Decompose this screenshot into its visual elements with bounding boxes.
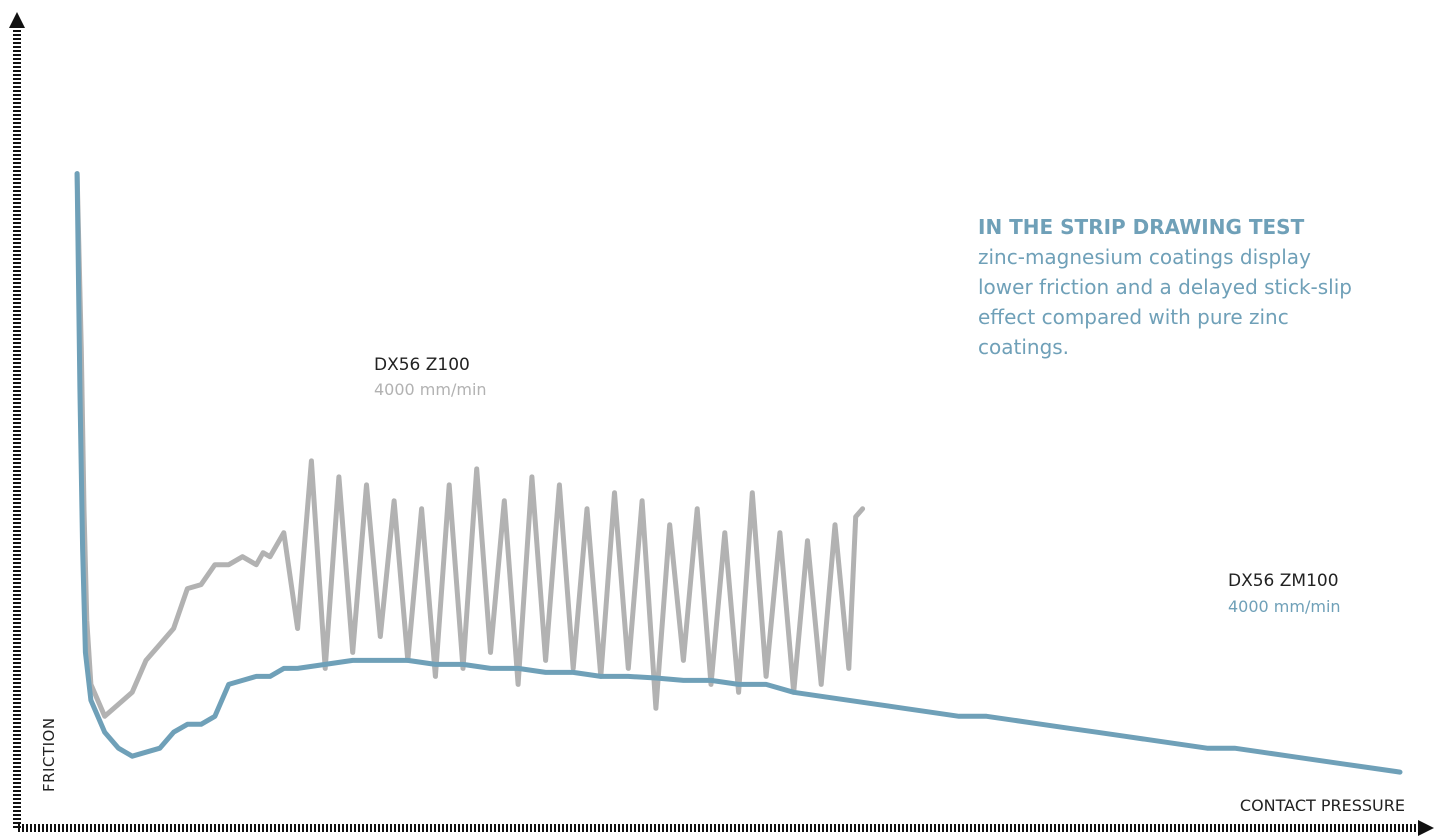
y-axis-label: FRICTION [40, 717, 58, 792]
series-speed-z100: 4000 mm/min [374, 380, 487, 399]
annotation: IN THE STRIP DRAWING TEST zinc-magnesium… [978, 212, 1368, 362]
x-axis-arrow [1418, 820, 1434, 836]
chart-axes [9, 12, 1434, 836]
series-layer [74, 171, 1403, 775]
series-line-z100 [74, 171, 866, 719]
series-speed-zm100: 4000 mm/min [1228, 597, 1341, 616]
x-axis-label: CONTACT PRESSURE [1239, 796, 1405, 815]
series-label-z100: DX56 Z100 [374, 355, 470, 375]
annotation-body: zinc-magnesium coatings display lower fr… [978, 245, 1352, 359]
series-line-zm100 [74, 171, 1403, 775]
series-label-zm100: DX56 ZM100 [1228, 571, 1339, 591]
annotation-title: IN THE STRIP DRAWING TEST [978, 215, 1305, 239]
y-axis-arrow [9, 12, 25, 28]
